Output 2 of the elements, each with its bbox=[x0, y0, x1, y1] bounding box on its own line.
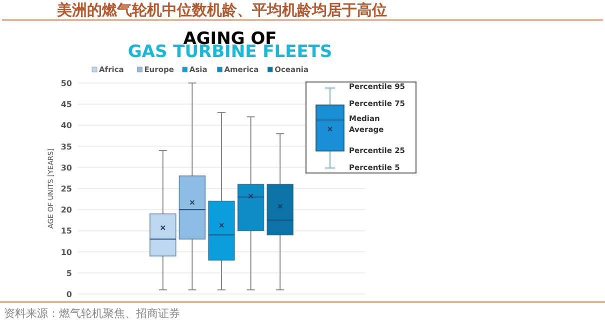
annotation: 资料来源：燃气轮机聚焦、招商证券 bbox=[4, 307, 180, 320]
title: 美洲的燃气轮机中位数机龄、平均机龄均居于高位 bbox=[57, 1, 387, 19]
